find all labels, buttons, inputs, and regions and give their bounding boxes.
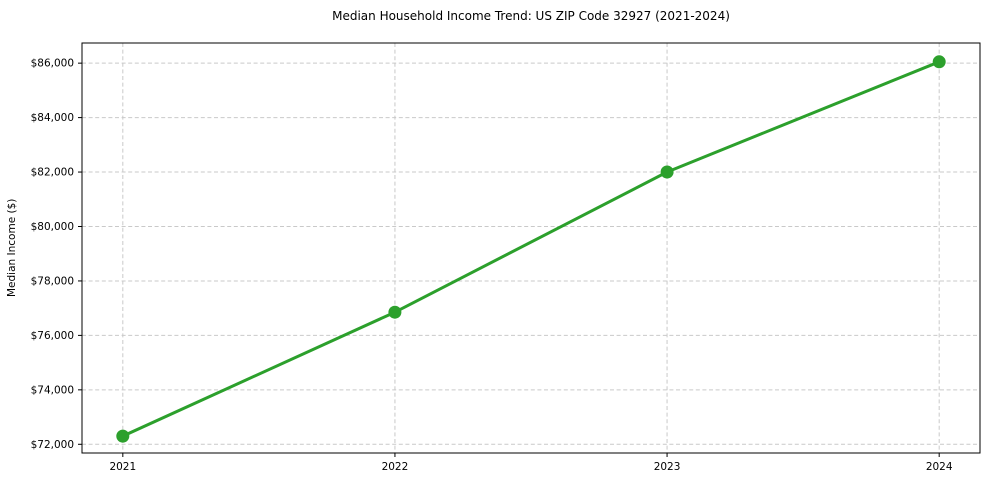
y-tick-label: $78,000 <box>31 275 74 287</box>
y-tick-label: $72,000 <box>31 439 74 451</box>
y-tick-label: $76,000 <box>31 330 74 342</box>
plot-border <box>81 42 981 454</box>
data-point-2022 <box>388 305 402 319</box>
y-tick-label: $84,000 <box>31 112 74 124</box>
chart-title: Median Household Income Trend: US ZIP Co… <box>332 9 730 23</box>
x-tick-label: 2023 <box>654 461 681 473</box>
x-tick-label: 2022 <box>382 461 409 473</box>
y-tick-label: $86,000 <box>31 58 74 70</box>
y-tick-label: $74,000 <box>31 384 74 396</box>
income-trend-line <box>121 60 941 438</box>
x-tick-label: 2024 <box>926 461 953 473</box>
y-tick-label: $80,000 <box>31 221 74 233</box>
data-point-2021 <box>116 429 130 443</box>
y-tick-label: $82,000 <box>31 167 74 179</box>
data-point-2024 <box>932 55 946 69</box>
data-point-2023 <box>660 165 674 179</box>
x-tick-label: 2021 <box>109 461 136 473</box>
